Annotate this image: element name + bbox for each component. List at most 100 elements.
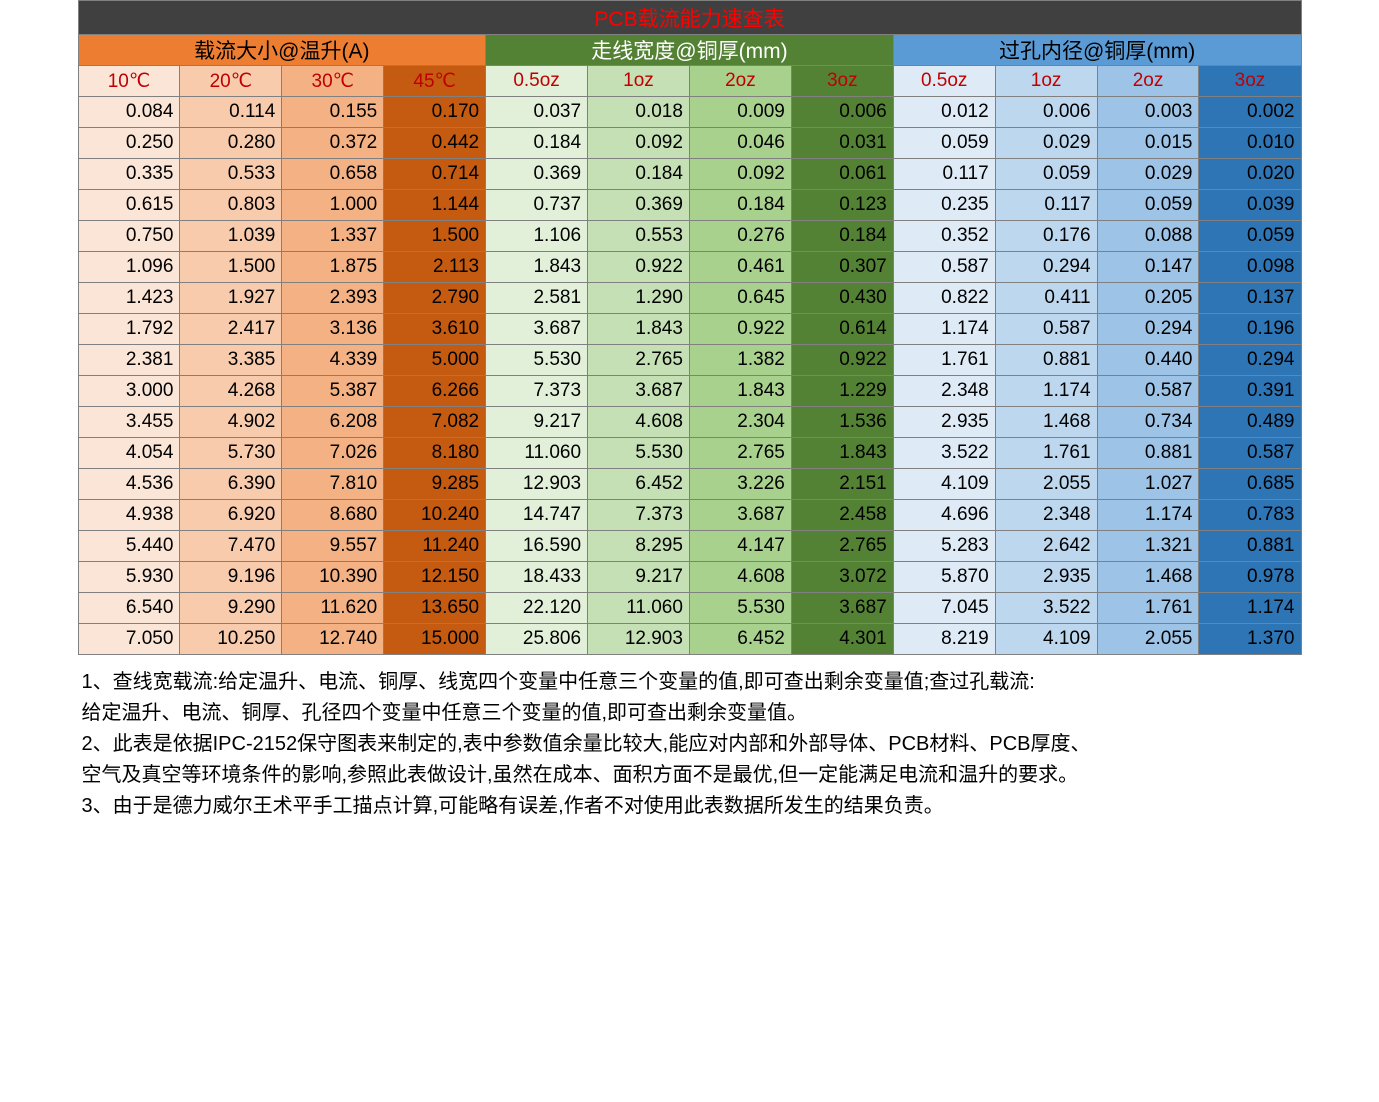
cell: 5.440	[78, 531, 180, 562]
cell: 1.144	[384, 190, 486, 221]
cell: 22.120	[486, 593, 588, 624]
table-row: 4.0545.7307.0268.18011.0605.5302.7651.84…	[78, 438, 1301, 469]
cell: 1.174	[1199, 593, 1301, 624]
table-row: 1.0961.5001.8752.1131.8430.9220.4610.307…	[78, 252, 1301, 283]
sub-header: 3oz	[791, 66, 893, 97]
cell: 4.301	[791, 624, 893, 655]
table-row: 4.5366.3907.8109.28512.9036.4523.2262.15…	[78, 469, 1301, 500]
cell: 1.096	[78, 252, 180, 283]
cell: 0.280	[180, 128, 282, 159]
cell: 0.276	[689, 221, 791, 252]
cell: 0.685	[1199, 469, 1301, 500]
table-row: 3.4554.9026.2087.0829.2174.6082.3041.536…	[78, 407, 1301, 438]
cell: 2.765	[588, 345, 690, 376]
cell: 2.055	[1097, 624, 1199, 655]
cell: 9.217	[588, 562, 690, 593]
cell: 0.003	[1097, 97, 1199, 128]
cell: 8.219	[893, 624, 995, 655]
cell: 5.530	[689, 593, 791, 624]
cell: 0.922	[791, 345, 893, 376]
cell: 4.054	[78, 438, 180, 469]
cell: 2.055	[995, 469, 1097, 500]
table-row: 5.9309.19610.39012.15018.4339.2174.6083.…	[78, 562, 1301, 593]
cell: 0.587	[893, 252, 995, 283]
cell: 7.810	[282, 469, 384, 500]
sub-header: 0.5oz	[893, 66, 995, 97]
group-header: 载流大小@温升(A)	[78, 35, 486, 66]
cell: 3.385	[180, 345, 282, 376]
cell: 3.072	[791, 562, 893, 593]
cell: 0.442	[384, 128, 486, 159]
cell: 1.382	[689, 345, 791, 376]
cell: 3.522	[893, 438, 995, 469]
note-line: 空气及真空等环境条件的影响,参照此表做设计,虽然在成本、面积方面不是最优,但一定…	[82, 760, 1298, 791]
cell: 0.037	[486, 97, 588, 128]
table-row: 0.6150.8031.0001.1440.7370.3690.1840.123…	[78, 190, 1301, 221]
pcb-lookup-table: PCB载流能力速查表载流大小@温升(A)走线宽度@铜厚(mm)过孔内径@铜厚(m…	[78, 0, 1302, 655]
note-line: 3、由于是德力威尔王术平手工描点计算,可能略有误差,作者不对使用此表数据所发生的…	[82, 791, 1298, 822]
cell: 0.117	[995, 190, 1097, 221]
cell: 2.113	[384, 252, 486, 283]
cell: 1.843	[486, 252, 588, 283]
cell: 0.184	[486, 128, 588, 159]
cell: 0.061	[791, 159, 893, 190]
table-row: 3.0004.2685.3876.2667.3733.6871.8431.229…	[78, 376, 1301, 407]
cell: 7.373	[486, 376, 588, 407]
cell: 0.092	[689, 159, 791, 190]
cell: 0.006	[791, 97, 893, 128]
cell: 0.147	[1097, 252, 1199, 283]
cell: 1.500	[384, 221, 486, 252]
cell: 1.761	[1097, 593, 1199, 624]
cell: 1.321	[1097, 531, 1199, 562]
cell: 0.335	[78, 159, 180, 190]
cell: 0.391	[1199, 376, 1301, 407]
note-line: 2、此表是依据IPC-2152保守图表来制定的,表中参数值余量比较大,能应对内部…	[82, 729, 1298, 760]
sub-header: 1oz	[995, 66, 1097, 97]
cell: 1.027	[1097, 469, 1199, 500]
cell: 10.390	[282, 562, 384, 593]
cell: 0.092	[588, 128, 690, 159]
cell: 1.000	[282, 190, 384, 221]
cell: 15.000	[384, 624, 486, 655]
cell: 0.645	[689, 283, 791, 314]
cell: 3.000	[78, 376, 180, 407]
cell: 1.761	[893, 345, 995, 376]
cell: 0.098	[1199, 252, 1301, 283]
cell: 12.903	[588, 624, 690, 655]
cell: 0.088	[1097, 221, 1199, 252]
table-row: 7.05010.25012.74015.00025.80612.9036.452…	[78, 624, 1301, 655]
cell: 0.010	[1199, 128, 1301, 159]
cell: 0.059	[1199, 221, 1301, 252]
cell: 0.018	[588, 97, 690, 128]
cell: 1.468	[1097, 562, 1199, 593]
cell: 5.530	[486, 345, 588, 376]
cell: 0.294	[995, 252, 1097, 283]
cell: 0.006	[995, 97, 1097, 128]
cell: 1.229	[791, 376, 893, 407]
cell: 6.266	[384, 376, 486, 407]
cell: 0.046	[689, 128, 791, 159]
cell: 2.151	[791, 469, 893, 500]
cell: 3.610	[384, 314, 486, 345]
cell: 0.553	[588, 221, 690, 252]
cell: 8.295	[588, 531, 690, 562]
cell: 25.806	[486, 624, 588, 655]
cell: 0.196	[1199, 314, 1301, 345]
cell: 0.461	[689, 252, 791, 283]
cell: 9.285	[384, 469, 486, 500]
cell: 4.109	[893, 469, 995, 500]
cell: 11.060	[588, 593, 690, 624]
cell: 0.059	[893, 128, 995, 159]
cell: 1.337	[282, 221, 384, 252]
group-header: 过孔内径@铜厚(mm)	[893, 35, 1301, 66]
cell: 0.587	[1097, 376, 1199, 407]
cell: 2.581	[486, 283, 588, 314]
cell: 2.790	[384, 283, 486, 314]
cell: 0.714	[384, 159, 486, 190]
cell: 0.123	[791, 190, 893, 221]
table-row: 6.5409.29011.62013.65022.12011.0605.5303…	[78, 593, 1301, 624]
cell: 10.240	[384, 500, 486, 531]
cell: 0.658	[282, 159, 384, 190]
cell: 0.922	[588, 252, 690, 283]
cell: 0.440	[1097, 345, 1199, 376]
